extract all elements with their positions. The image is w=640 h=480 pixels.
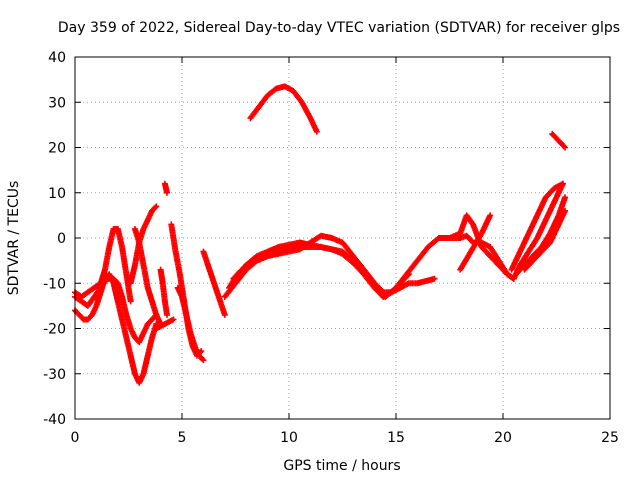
data-point [152,204,159,211]
series-s9 [174,284,207,364]
series-s21 [549,130,569,151]
chart-title: Day 359 of 2022, Sidereal Day-to-day VTE… [58,20,620,36]
grid-lines [75,57,610,419]
data-point [560,143,567,150]
tick-labels: 0 5 10 15 20 25 -40 -30 -20 -10 0 10 20 30 40 [43,50,619,446]
data-point [562,194,569,201]
data-point [559,180,566,187]
y-tick-label: -40 [43,412,66,428]
data-point [313,128,320,135]
x-tick-label: 0 [71,430,80,446]
series-s5 [131,225,164,327]
y-tick-label: 20 [48,141,66,157]
x-tick-label: 5 [178,430,187,446]
data-point [164,189,171,196]
data-point [199,356,206,363]
data-point [487,212,494,219]
series-s18 [508,180,566,273]
data-point [200,357,207,364]
data-point [127,298,134,305]
series-s6 [157,266,171,318]
x-tick-label: 10 [280,430,298,446]
data-point [431,275,438,282]
y-tick-label: 10 [48,186,66,202]
data-point [164,311,171,318]
series-s10 [153,248,228,332]
y-tick-label: 40 [48,50,66,66]
series-s8 [168,221,205,359]
y-axis-label: SDTVAR / TECUs [6,181,22,296]
series-s20 [521,207,569,273]
y-tick-label: -20 [43,322,66,338]
series-s3 [72,225,134,305]
data-point [562,144,569,151]
y-tick-label: -10 [43,276,66,292]
series-s7 [161,180,171,196]
x-tick-label: 15 [387,430,405,446]
series-s19 [512,194,569,278]
y-tick-label: 30 [48,95,66,111]
x-tick-label: 25 [601,430,619,446]
x-tick-label: 20 [494,430,512,446]
series-s13 [230,232,438,296]
data-point [562,207,569,214]
series-s17 [457,212,494,273]
data-marks [72,83,569,386]
series-s14 [247,83,320,135]
data-point [153,203,160,210]
data-point [170,316,177,323]
axis-ticks [74,56,611,420]
y-tick-label: 0 [57,231,66,247]
x-axis-label: GPS time / hours [283,458,400,474]
y-tick-label: -30 [43,367,66,383]
data-point [221,311,228,318]
